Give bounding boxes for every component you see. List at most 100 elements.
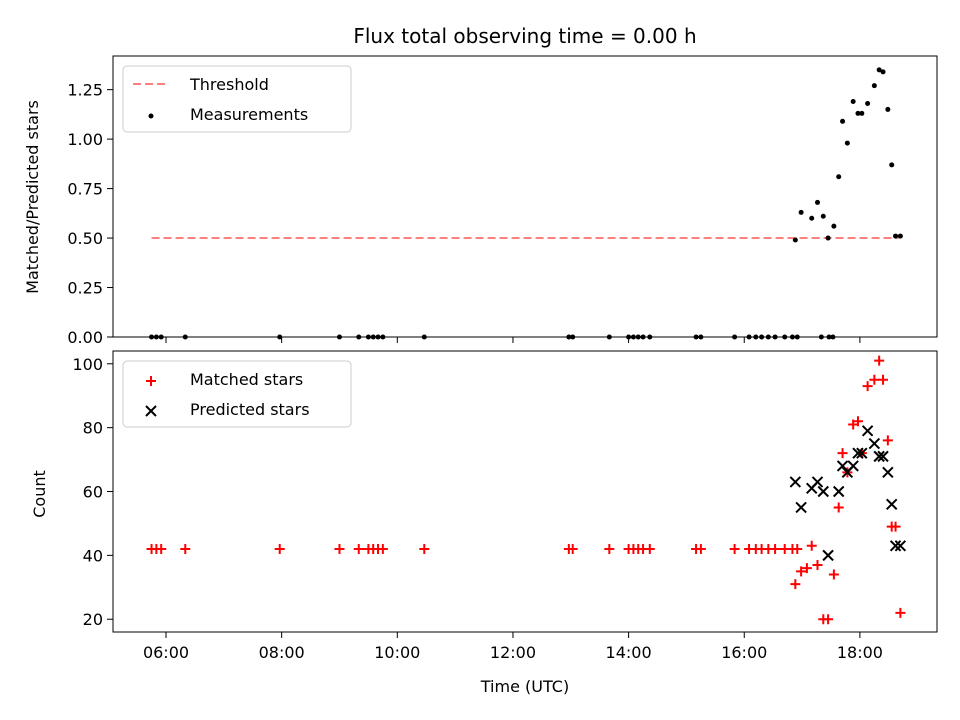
- axes-frame: [112, 55, 938, 338]
- measurement-point: [859, 110, 865, 116]
- matched-point: [878, 374, 889, 385]
- matched-point: [180, 543, 191, 554]
- y-tick-label: 1.00: [67, 130, 103, 149]
- y-tick-label: 100: [72, 355, 103, 374]
- predicted-point: [836, 460, 849, 472]
- measurement-point: [831, 223, 837, 229]
- matched-point: [790, 579, 801, 590]
- matched-point: [833, 502, 844, 513]
- measurement-point: [850, 99, 856, 105]
- bottom-panel: 20 40 60 80 100 06:00 08:00 10:00 12:00 14:00 16:0…: [72, 350, 938, 662]
- x-tick-label: 10:00: [374, 643, 420, 662]
- matched-point: [377, 543, 388, 554]
- measurement-point: [880, 69, 886, 75]
- predicted-point: [832, 485, 845, 498]
- matched-point: [895, 607, 906, 618]
- y-tick-label: 0.75: [67, 180, 103, 199]
- matched-point: [334, 543, 345, 554]
- matched-point: [869, 374, 880, 385]
- measurement-point: [792, 237, 798, 243]
- x-tick-label: 14:00: [606, 643, 652, 662]
- measurement-point: [798, 209, 804, 215]
- matched-point: [890, 521, 901, 532]
- matched-point: [567, 543, 578, 554]
- measurement-point: [897, 233, 903, 239]
- chart-title: Flux total observing time = 0.00 h: [353, 24, 696, 48]
- predicted-point: [847, 460, 859, 472]
- axes-frame: [112, 350, 938, 633]
- predicted-point: [868, 437, 881, 450]
- legend: Threshold Measurements: [122, 65, 352, 133]
- measurement-point: [825, 235, 831, 241]
- legend-label: Measurements: [190, 105, 308, 124]
- legend: Matched stars Predicted stars: [122, 360, 352, 428]
- y-tick-label: 60: [83, 483, 103, 502]
- legend-label: Matched stars: [190, 370, 303, 389]
- predicted-point: [789, 476, 802, 488]
- legend-box: [122, 65, 352, 133]
- legend-matched-swatch: [146, 376, 156, 386]
- measurement-point: [855, 110, 861, 116]
- x-tick-label: 06:00: [143, 643, 189, 662]
- matched-point: [770, 543, 781, 554]
- x-tick-label: 16:00: [721, 643, 767, 662]
- measurement-point: [889, 162, 895, 168]
- legend-label: Threshold: [189, 75, 269, 94]
- predicted-point: [852, 447, 864, 459]
- y-tick-label: 0.25: [67, 279, 103, 298]
- matched-point: [837, 448, 848, 459]
- x-tick-label: 18:00: [837, 643, 883, 662]
- matched-point: [812, 559, 823, 570]
- series-matched-stars: [146, 355, 906, 625]
- measurement-point: [865, 100, 871, 106]
- matched-point: [156, 543, 167, 554]
- matched-point: [862, 381, 873, 392]
- matched-point: [801, 563, 812, 574]
- measurement-point: [820, 213, 826, 219]
- measurement-point: [840, 118, 846, 124]
- y-tick-label: 0.50: [67, 229, 103, 248]
- predicted-point: [822, 549, 834, 562]
- matched-point: [274, 543, 285, 554]
- predicted-point: [873, 450, 885, 463]
- series-predicted-stars: [789, 425, 907, 562]
- matched-point: [353, 543, 364, 554]
- matched-point: [806, 540, 817, 551]
- predicted-point: [817, 485, 829, 498]
- predicted-point: [856, 447, 868, 459]
- matched-point: [823, 614, 834, 625]
- y-tick-label: 20: [83, 610, 103, 629]
- measurement-point: [836, 174, 842, 180]
- matched-point: [729, 543, 740, 554]
- y-tick-label: 1.25: [67, 81, 103, 100]
- y-tick-label: 80: [83, 419, 103, 438]
- matched-point: [695, 543, 706, 554]
- top-y-axis-label: Matched/Predicted stars: [23, 100, 42, 294]
- predicted-point: [885, 498, 898, 510]
- x-tick-label: 08:00: [259, 643, 305, 662]
- matched-point: [852, 416, 863, 427]
- y-tick-label: 0.00: [67, 328, 103, 347]
- measurement-point: [885, 106, 891, 112]
- predicted-point: [811, 476, 824, 488]
- matched-point: [828, 569, 839, 580]
- legend-box: [122, 360, 352, 428]
- legend-measurements-swatch: [148, 113, 154, 119]
- measurement-point: [871, 83, 877, 89]
- predicted-point: [795, 501, 807, 514]
- predicted-point: [889, 540, 902, 552]
- matched-point: [419, 543, 430, 554]
- matched-point: [882, 435, 893, 446]
- predicted-point: [861, 425, 874, 437]
- matched-point: [796, 566, 807, 577]
- legend-predicted-swatch: [145, 405, 157, 417]
- matched-point: [874, 355, 885, 366]
- legend-label: Predicted stars: [190, 400, 310, 419]
- matched-point: [644, 543, 655, 554]
- measurement-point: [876, 67, 882, 73]
- measurement-point: [844, 140, 850, 146]
- matched-point: [604, 543, 615, 554]
- x-tick-label: 12:00: [490, 643, 536, 662]
- top-panel: 0.00 0.25 0.50 0.75 1.00 1.25 Threshold Measure…: [67, 55, 938, 347]
